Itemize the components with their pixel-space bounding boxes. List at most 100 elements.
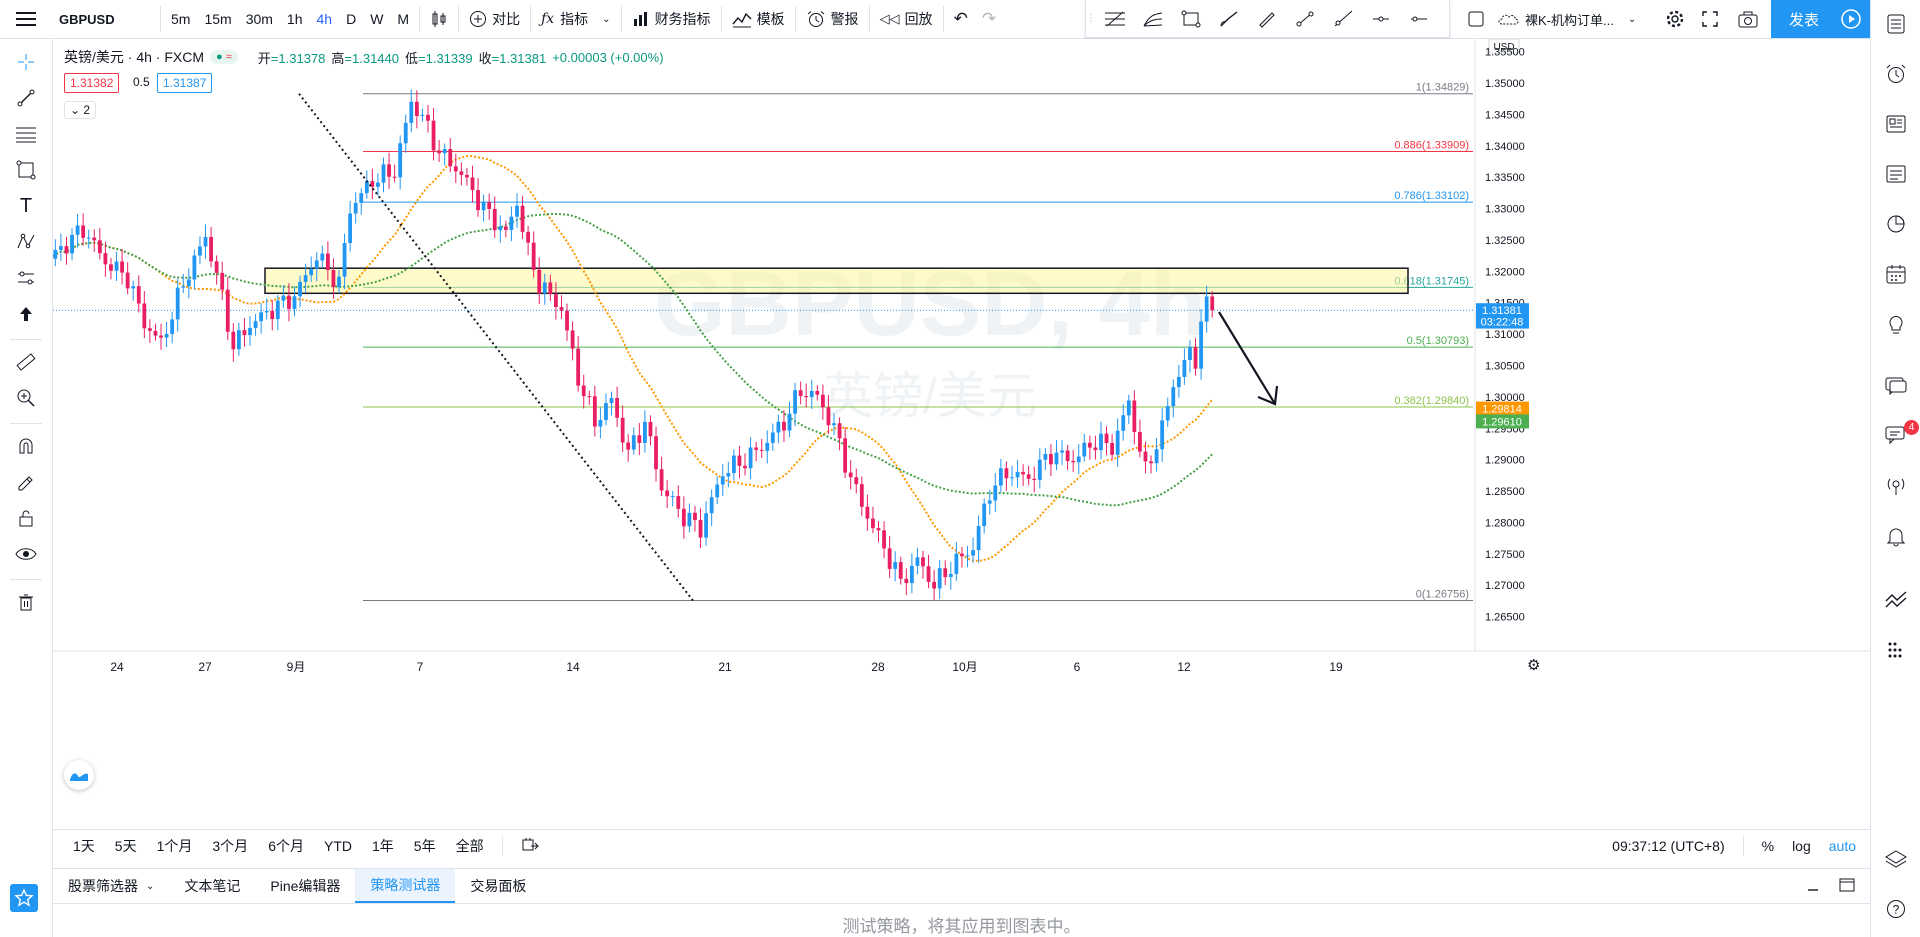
market-status-pill[interactable]: ● ≈: [210, 50, 238, 64]
interval-5m[interactable]: 5m: [171, 11, 191, 27]
trading-icon[interactable]: [1882, 585, 1910, 613]
percent-toggle[interactable]: %: [1761, 838, 1775, 854]
interval-w[interactable]: W: [370, 11, 384, 27]
notifications-bell-icon[interactable]: [1882, 522, 1910, 550]
tab-pine-editor[interactable]: Pine编辑器: [270, 878, 341, 894]
interval-15m[interactable]: 15m: [204, 11, 232, 27]
goto-date-icon[interactable]: [511, 837, 549, 856]
financials-button[interactable]: 财务指标: [625, 0, 718, 38]
dom-icon[interactable]: [1882, 636, 1910, 664]
trend-line-icon[interactable]: [1286, 0, 1324, 38]
play-icon[interactable]: [1832, 0, 1870, 38]
compare-button[interactable]: 对比: [462, 0, 527, 38]
pen-icon[interactable]: [1248, 0, 1286, 38]
range-ytd[interactable]: YTD: [323, 838, 352, 854]
rectangle-icon[interactable]: [1172, 0, 1210, 38]
zoom-in-icon[interactable]: [12, 384, 40, 412]
ray-icon[interactable]: [1324, 0, 1362, 38]
axis-settings-icon[interactable]: ⚙: [1527, 657, 1540, 674]
layers-icon[interactable]: [1882, 845, 1910, 873]
replay-button[interactable]: ◁◁ 回放: [873, 0, 940, 38]
text-tool-icon[interactable]: T: [19, 194, 33, 217]
range-all[interactable]: 全部: [455, 838, 484, 854]
camera-icon[interactable]: [1730, 0, 1766, 38]
range-5y[interactable]: 5年: [413, 838, 436, 854]
tab-stock-screener[interactable]: 股票筛选器 ⌄: [53, 869, 169, 903]
range-1m[interactable]: 1个月: [156, 838, 193, 854]
drag-handle-icon[interactable]: ⋮: [1086, 13, 1096, 24]
fib-tool-icon[interactable]: [1096, 0, 1134, 38]
clock-time[interactable]: 09:37:12 (UTC+8): [1612, 838, 1725, 854]
prediction-tool-icon[interactable]: [12, 264, 40, 292]
horizontal-line-icon[interactable]: [1400, 0, 1438, 38]
sell-price-button[interactable]: 1.31382: [64, 73, 120, 93]
candle-body: [832, 423, 836, 426]
fullscreen-icon[interactable]: [1694, 0, 1726, 38]
alarm-icon[interactable]: [1882, 60, 1910, 88]
range-6m[interactable]: 6个月: [268, 838, 304, 854]
arrow-up-icon[interactable]: [12, 300, 40, 328]
log-toggle[interactable]: log: [1792, 838, 1811, 854]
tab-trading-panel[interactable]: 交易面板: [470, 878, 527, 894]
redo-icon[interactable]: ↷: [981, 9, 997, 28]
settings-gear-icon[interactable]: [1658, 0, 1692, 38]
price-chart[interactable]: GBPUSD, 4h 英镑/美元 1(1.34829)0.886(1.33909…: [53, 39, 1870, 829]
ruler-icon[interactable]: [12, 348, 40, 376]
favorites-star-icon[interactable]: [10, 884, 38, 912]
messages-icon[interactable]: [1882, 420, 1910, 448]
trash-icon[interactable]: [12, 588, 40, 616]
interval-1h[interactable]: 1h: [286, 11, 303, 27]
range-3m[interactable]: 3个月: [212, 838, 249, 854]
chart-type-candles-icon[interactable]: [423, 0, 455, 38]
ideas-lightbulb-icon[interactable]: [1882, 310, 1910, 338]
data-window-icon[interactable]: [1882, 160, 1910, 188]
eye-icon[interactable]: [12, 540, 40, 568]
magnet-icon[interactable]: [12, 432, 40, 460]
streams-icon[interactable]: [1882, 472, 1910, 500]
undo-icon[interactable]: ↶: [953, 9, 968, 28]
interval-30m[interactable]: 30m: [245, 11, 273, 27]
templates-button[interactable]: 模板: [725, 0, 792, 38]
hotlist-icon[interactable]: [1882, 210, 1910, 238]
candle-body: [670, 496, 675, 498]
help-icon[interactable]: ?: [1882, 895, 1910, 923]
layout-name-button[interactable]: 裸K-机构订单... ⌄: [1490, 0, 1643, 38]
tab-strategy-tester[interactable]: 策略测试器: [355, 869, 456, 903]
lock-icon[interactable]: [12, 504, 40, 532]
indicators-collapse-button[interactable]: ⌄ 2: [64, 101, 97, 119]
symbol-search[interactable]: GBPUSD: [59, 11, 115, 27]
fib-fan-icon[interactable]: [1134, 0, 1172, 38]
crosshair-icon[interactable]: [12, 48, 40, 76]
chat-icon[interactable]: [1882, 372, 1910, 400]
calendar-icon[interactable]: [1882, 260, 1910, 288]
range-5d[interactable]: 5天: [114, 838, 137, 854]
news-icon[interactable]: [1882, 110, 1910, 138]
range-1y[interactable]: 1年: [371, 838, 394, 854]
horizontal-ray-icon[interactable]: [1362, 0, 1400, 38]
legend-title[interactable]: 英镑/美元 · 4h · FXCM: [64, 49, 205, 65]
select-layout-icon[interactable]: [1460, 0, 1492, 38]
shape-tool-icon[interactable]: [12, 156, 40, 184]
candle: [793, 382, 797, 427]
watchlist-icon[interactable]: [1882, 10, 1910, 38]
interval-m[interactable]: M: [397, 11, 410, 27]
interval-d[interactable]: D: [346, 11, 357, 27]
auto-toggle[interactable]: auto: [1828, 838, 1856, 854]
interval-4h[interactable]: 4h: [316, 11, 333, 27]
pattern-tool-icon[interactable]: [12, 228, 40, 256]
tab-text-notes[interactable]: 文本笔记: [184, 878, 241, 894]
tv-logo-icon[interactable]: [64, 760, 94, 790]
range-1d[interactable]: 1天: [73, 838, 95, 854]
fib-retracement-tool-icon[interactable]: [12, 120, 40, 148]
panel-maximize-icon[interactable]: [1832, 877, 1870, 896]
pencil-lock-icon[interactable]: [12, 468, 40, 496]
trend-line-tool-icon[interactable]: [12, 84, 40, 112]
menu-icon[interactable]: [0, 0, 52, 38]
indicators-button[interactable]: ƒx 指标 ⌄: [534, 0, 617, 38]
panel-minimize-icon[interactable]: [1794, 878, 1832, 895]
buy-price-button[interactable]: 1.31387: [157, 73, 213, 93]
price-axis-badge-label: 1.31381: [1482, 305, 1522, 317]
publish-button[interactable]: 发表: [1771, 0, 1838, 38]
alert-button[interactable]: 警报: [799, 0, 866, 38]
brush-icon[interactable]: [1210, 0, 1248, 38]
